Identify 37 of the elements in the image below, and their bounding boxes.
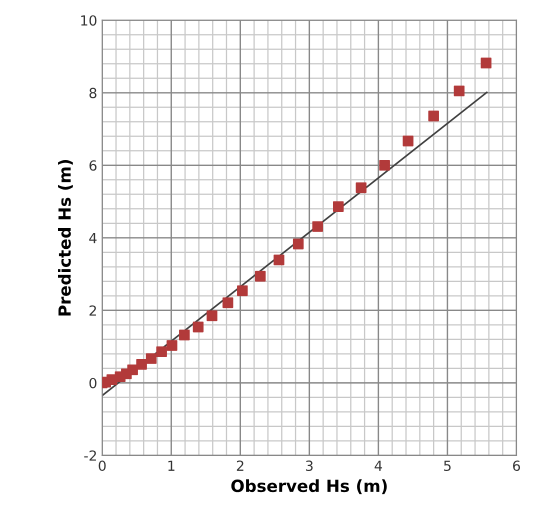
y-tick-label: 0	[89, 378, 96, 388]
point	[156, 346, 167, 358]
point	[356, 182, 366, 194]
x-tick-label: 3	[306, 460, 313, 472]
point	[237, 285, 248, 296]
x-tick-label: 6	[513, 460, 520, 472]
x-tick-label: 4	[374, 460, 382, 471]
y-tick-label: 10	[81, 15, 96, 26]
point	[136, 359, 147, 370]
point	[146, 353, 157, 364]
point	[402, 136, 414, 146]
point	[127, 364, 138, 376]
point	[166, 340, 178, 351]
x-axis-title: Observed Hs (m)	[231, 479, 387, 494]
point	[379, 160, 390, 171]
point	[274, 254, 284, 266]
y-tick-label: -2	[84, 450, 96, 461]
point	[206, 310, 218, 322]
y-tick-label: 6	[89, 160, 96, 171]
point	[292, 238, 304, 250]
point	[222, 297, 234, 308]
x-tick-label: 0	[98, 460, 106, 472]
x-tick-label: 1	[168, 460, 174, 471]
point	[454, 86, 465, 96]
point	[312, 221, 323, 232]
y-axis-title: Predicted Hs (m)	[58, 160, 73, 316]
point	[428, 110, 439, 122]
point	[192, 322, 204, 332]
y-tick-label: 2	[90, 305, 96, 316]
y-tick-label: 4	[89, 232, 97, 244]
x-tick-label: 5	[444, 460, 451, 472]
point	[480, 58, 492, 68]
point	[332, 201, 344, 212]
point	[179, 330, 190, 340]
y-tick-label: 8	[89, 88, 96, 98]
point	[254, 270, 266, 282]
x-tick-label: 2	[236, 460, 244, 471]
